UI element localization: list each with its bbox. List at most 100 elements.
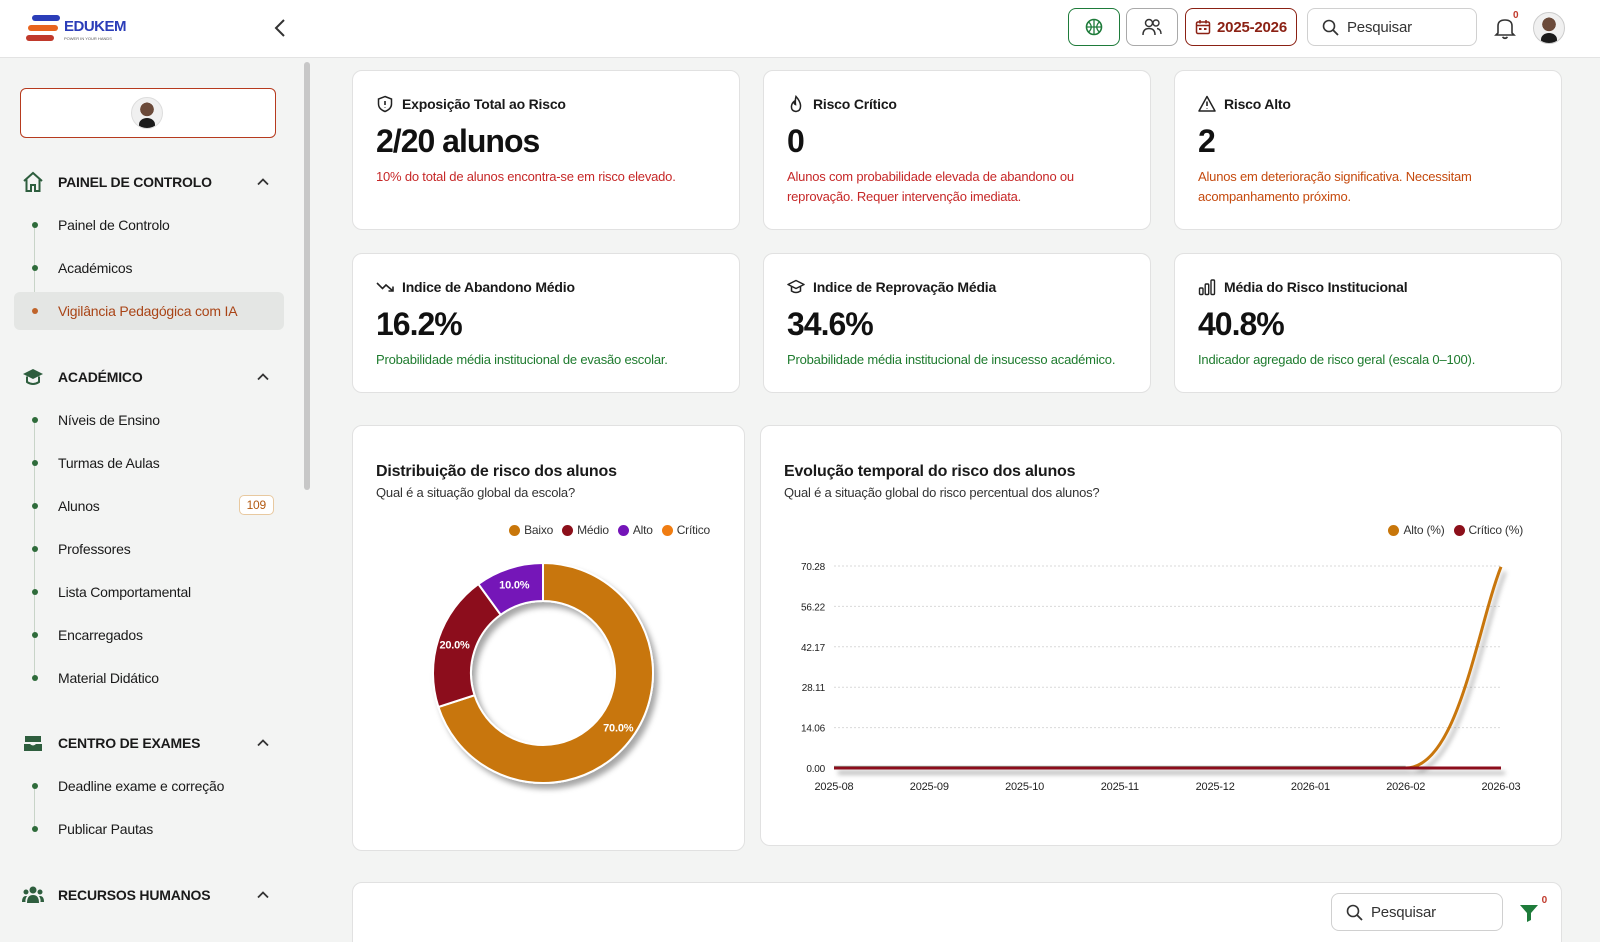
nav-dot	[32, 308, 38, 314]
x-tick-label: 2025-09	[910, 781, 949, 793]
top-bar: EDUKEM POWER IN YOUR HANDS 2025-2026	[0, 0, 1600, 58]
nav-label: Encarregados	[58, 627, 143, 643]
stat-title: Risco Crítico	[813, 96, 897, 112]
legend-item-alto[interactable]: Alto	[617, 523, 653, 537]
nav-item-publicar-pautas[interactable]: Publicar Pautas	[14, 810, 284, 848]
nav-label: Deadline exame e correção	[58, 778, 225, 794]
section-painel-de-controlo[interactable]: PAINEL DE CONTROLO	[22, 167, 282, 197]
search-icon	[1322, 19, 1339, 36]
legend-swatch	[1388, 524, 1400, 536]
nav-label: Professores	[58, 541, 131, 557]
section-title: PAINEL DE CONTROLO	[58, 174, 212, 190]
nav-dot	[32, 589, 38, 595]
legend-swatch	[617, 524, 629, 536]
warning-triangle-icon	[1198, 95, 1216, 112]
stat-header: Média do Risco Institucional	[1198, 278, 1408, 296]
nav-dot	[32, 632, 38, 638]
nav-label: Painel de Controlo	[58, 217, 170, 233]
students-table-card: Pesquisar 0	[352, 882, 1562, 942]
people-group-icon	[22, 886, 44, 903]
legend-item-medio[interactable]: Médio	[562, 523, 609, 537]
line-legend: Alto (%) Crítico (%)	[1388, 523, 1523, 537]
legend-item-alto[interactable]: Alto (%)	[1388, 523, 1445, 537]
x-tick-label: 2025-11	[1101, 781, 1139, 793]
nav-item-material-didatico[interactable]: Material Didático	[14, 659, 284, 697]
nav-dot	[32, 460, 38, 466]
y-tick-label: 56.22	[801, 602, 826, 613]
users-button[interactable]	[1126, 8, 1178, 46]
bar-chart-icon	[1198, 279, 1216, 296]
chart-card-evolucao: Evolução temporal do risco dos alunos Qu…	[760, 425, 1562, 846]
brand-name: EDUKEM	[64, 18, 127, 35]
chevron-left-icon[interactable]	[270, 17, 292, 39]
legend-swatch	[661, 524, 673, 536]
legend-label: Baixo	[524, 523, 554, 537]
nav-item-vigilancia-pedagogica[interactable]: Vigilância Pedagógica com IA	[14, 292, 284, 330]
stat-value: 2	[1198, 123, 1216, 159]
line-series-alto[interactable]	[834, 566, 1503, 770]
nav-label: Vigilância Pedagógica com IA	[58, 303, 238, 319]
filter-icon[interactable]	[1519, 903, 1539, 923]
stat-description: Indicador agregado de risco geral (escal…	[1198, 352, 1476, 367]
school-year-label: 2025-2026	[1217, 18, 1287, 36]
nav-item-alunos[interactable]: Alunos 109	[14, 487, 284, 525]
nav-item-encarregados[interactable]: Encarregados	[14, 616, 284, 654]
home-icon	[23, 171, 43, 192]
stat-description: Probabilidade média institucional de ins…	[787, 352, 1116, 367]
nav-dot	[32, 783, 38, 789]
school-year-button[interactable]: 2025-2026	[1185, 8, 1297, 46]
basketball-icon	[1085, 18, 1103, 36]
calendar-icon	[1195, 20, 1211, 35]
legend-swatch	[509, 524, 521, 536]
section-academico[interactable]: ACADÉMICO	[22, 362, 282, 392]
chart-title: Distribuição de risco dos alunos	[376, 463, 617, 480]
chevron-up-icon	[257, 178, 269, 186]
legend-item-critico[interactable]: Crítico	[661, 523, 710, 537]
nav-item-professores[interactable]: Professores	[14, 530, 284, 568]
brand-tagline: POWER IN YOUR HANDS	[64, 36, 112, 41]
inbox-icon	[24, 736, 42, 751]
chevron-up-icon	[257, 373, 269, 381]
table-search-input[interactable]: Pesquisar	[1331, 893, 1503, 931]
x-tick-label: 2025-10	[1005, 781, 1044, 793]
nav-line	[34, 786, 35, 829]
flame-icon	[790, 95, 802, 113]
user-avatar[interactable]	[1533, 12, 1565, 44]
section-centro-de-exames[interactable]: CENTRO DE EXAMES	[22, 728, 282, 758]
profile-card[interactable]	[20, 88, 276, 138]
legend-label: Alto (%)	[1403, 523, 1445, 537]
legend-item-baixo[interactable]: Baixo	[509, 523, 553, 537]
nav-item-painel-de-controlo[interactable]: Painel de Controlo	[14, 206, 284, 244]
nav-label: Publicar Pautas	[58, 821, 154, 837]
nav-item-lista-comportamental[interactable]: Lista Comportamental	[14, 573, 284, 611]
stat-header: Exposição Total ao Risco	[376, 95, 566, 113]
section-recursos-humanos[interactable]: RECURSOS HUMANOS	[22, 880, 282, 910]
basketball-button[interactable]	[1068, 8, 1120, 46]
nav-item-niveis-de-ensino[interactable]: Níveis de Ensino	[14, 401, 284, 439]
legend-swatch	[1453, 524, 1465, 536]
line-chart: 0.00 14.06 28.11 42.17 56.22 70.28 2025-08 202…	[801, 562, 1521, 793]
nav-item-turmas-de-aulas[interactable]: Turmas de Aulas	[14, 444, 284, 482]
pie-slice-label: 70.0%	[603, 723, 634, 735]
nav-item-deadline-exame[interactable]: Deadline exame e correção	[14, 767, 284, 805]
stat-card-indice-abandono: Indice de Abandono Médio 16.2% Probabili…	[352, 253, 740, 393]
global-search-input[interactable]: Pesquisar	[1307, 8, 1477, 46]
nav-dot	[32, 826, 38, 832]
sidebar: PAINEL DE CONTROLO Painel de Controlo Ac…	[0, 59, 300, 942]
users-icon	[1142, 18, 1162, 36]
stat-description: Probabilidade média institucional de eva…	[376, 352, 668, 367]
legend-item-critico[interactable]: Crítico (%)	[1453, 523, 1523, 537]
stat-value: 0	[787, 123, 805, 159]
x-tick-label: 2025-08	[815, 781, 854, 793]
chart-title: Evolução temporal do risco dos alunos	[784, 463, 1076, 480]
pie-slice-baixo[interactable]	[437, 561, 654, 784]
nav-item-academicos[interactable]: Académicos	[14, 249, 284, 287]
stat-title: Indice de Reprovação Média	[813, 279, 997, 295]
bell-icon[interactable]	[1494, 16, 1516, 40]
pie-slice-alto[interactable]	[476, 561, 544, 617]
brand-logo[interactable]: EDUKEM POWER IN YOUR HANDS	[26, 12, 127, 46]
sidebar-scrollbar[interactable]	[304, 62, 310, 490]
nav-label: Níveis de Ensino	[58, 412, 160, 428]
shield-alert-icon	[377, 95, 393, 113]
search-placeholder: Pesquisar	[1371, 903, 1436, 921]
